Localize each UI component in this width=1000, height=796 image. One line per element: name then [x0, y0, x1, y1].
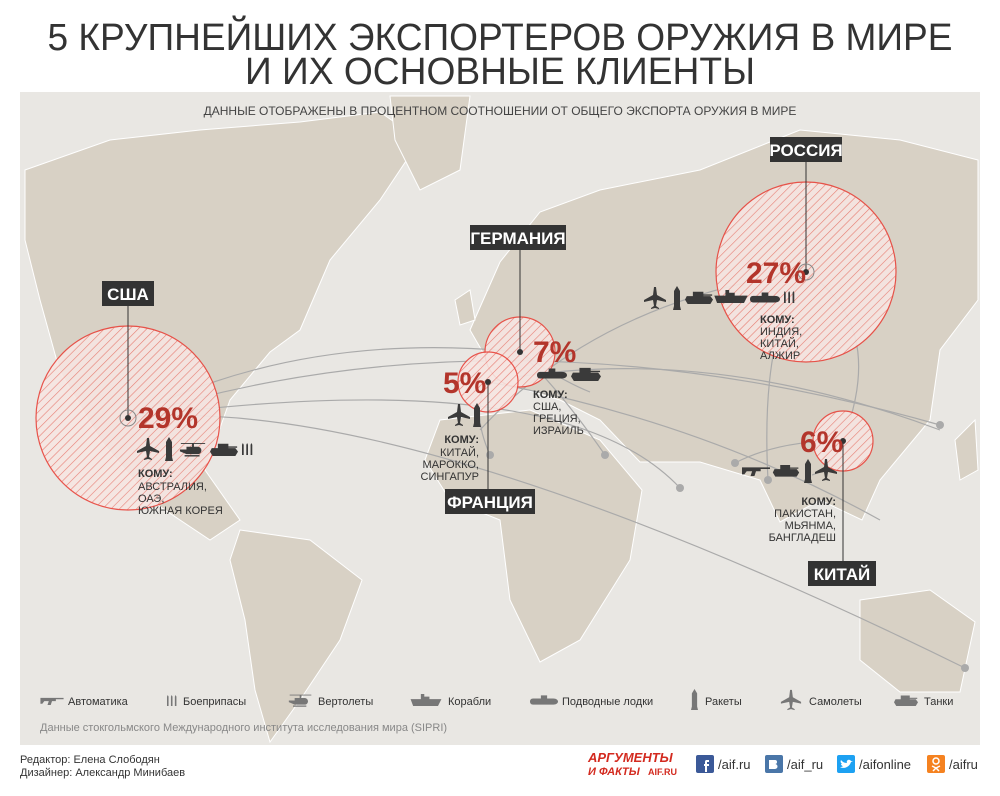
legend-item: Боеприпасы [183, 696, 246, 708]
exporter-name: ГЕРМАНИЯ [470, 229, 565, 248]
social-link[interactable]: /aifru [949, 757, 978, 772]
social-ok[interactable]: /aifru [927, 755, 978, 773]
social-link[interactable]: /aif_ru [787, 757, 823, 772]
to-label: КОМУ: [760, 314, 795, 326]
client: АВСТРАЛИЯ, [138, 481, 207, 493]
title-line: И ИХ ОСНОВНЫЕ КЛИЕНТЫ [245, 51, 755, 93]
exporter-russia: РОССИЯ 27% КОМУ: ИНДИЯ, КИТАЙ, АЛЖИР [644, 137, 897, 363]
legend-item: Вертолеты [318, 696, 373, 708]
legend-item: Автоматика [68, 696, 129, 708]
legend-item: Танки [924, 696, 953, 708]
social-links: /aif.ru /aif_ru /aifonline /aifru [696, 755, 978, 773]
exporter-share: 7% [533, 336, 576, 369]
client: ИНДИЯ, [760, 326, 802, 338]
exporter-france: ФРАНЦИЯ 5% КОМУ: КИТАЙ, МАРОККО, СИНГАПУ… [421, 351, 535, 514]
social-facebook[interactable]: /aif.ru [696, 755, 751, 773]
legend: Автоматика Боеприпасы Вертолеты Корабли … [40, 689, 953, 711]
exporter-name: ФРАНЦИЯ [447, 493, 533, 512]
exporter-name: КИТАЙ [814, 565, 870, 584]
legend-item: Корабли [448, 696, 491, 708]
legend-item: Подводные лодки [562, 696, 653, 708]
social-link[interactable]: /aif.ru [718, 757, 751, 772]
title-line: 5 КРУПНЕЙШИХ ЭКСПОРТЕРОВ ОРУЖИЯ В МИРЕ [48, 14, 953, 59]
client: КИТАЙ, [760, 337, 799, 350]
brand-line: АРГУМЕНТЫ [587, 750, 674, 765]
legend-item: Ракеты [705, 696, 742, 708]
client: БАНГЛАДЕШ [769, 532, 836, 544]
to-label: КОМУ: [138, 468, 173, 480]
exporter-usa: США 29% КОМУ: АВСТРАЛИЯ, ОАЭ, ЮЖНАЯ КОРЕ… [35, 281, 253, 517]
client: МАРОККО, [423, 459, 479, 471]
client: АЛЖИР [760, 350, 800, 362]
client: ЮЖНАЯ КОРЕЯ [138, 505, 223, 517]
client: ГРЕЦИЯ, [533, 413, 581, 425]
client: СИНГАПУР [421, 471, 479, 483]
exporter-share: 5% [443, 367, 486, 400]
to-label: КОМУ: [533, 389, 568, 401]
client: ОАЭ, [138, 493, 164, 505]
client: ПАКИСТАН, [774, 508, 836, 520]
brand-line: И ФАКТЫ [588, 766, 641, 778]
credit: Редактор: Елена Слободян [20, 754, 160, 766]
exporter-name: РОССИЯ [769, 141, 842, 160]
legend-item: Самолеты [809, 696, 862, 708]
exporter-share: 29% [138, 402, 198, 435]
source: Данные стокгольмского Международного инс… [40, 722, 447, 734]
credit: Дизайнер: Александр Минибаев [20, 767, 185, 779]
exporter-share: 27% [746, 257, 806, 290]
brand-line: AIF.RU [648, 767, 677, 777]
social-link[interactable]: /aifonline [859, 757, 911, 772]
brand-logo: АРГУМЕНТЫ И ФАКТЫ AIF.RU [587, 750, 677, 778]
to-label: КОМУ: [444, 434, 479, 446]
exporter-china: КИТАЙ 6% КОМУ: ПАКИСТАН, МЬЯНМА, БАНГЛАД… [742, 410, 876, 586]
exporter-name: США [107, 285, 149, 304]
to-label: КОМУ: [801, 496, 836, 508]
exporter-share: 6% [800, 426, 843, 459]
client: ИЗРАИЛЬ [533, 425, 584, 437]
subtitle: ДАННЫЕ ОТОБРАЖЕНЫ В ПРОЦЕНТНОМ СООТНОШЕН… [204, 104, 797, 118]
client: США, [533, 401, 561, 413]
social-vk[interactable]: /aif_ru [765, 755, 823, 773]
client: КИТАЙ, [440, 446, 479, 459]
social-twitter[interactable]: /aifonline [837, 755, 911, 773]
client: МЬЯНМА, [785, 520, 836, 532]
